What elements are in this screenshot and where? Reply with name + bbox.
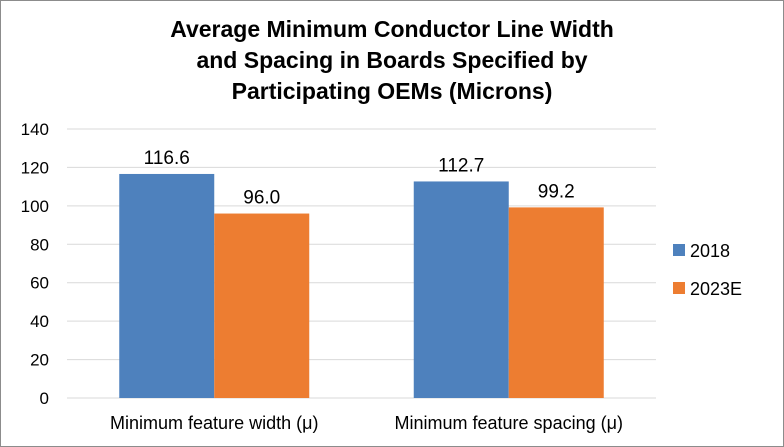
y-tick-label: 140 <box>21 120 49 139</box>
bar-2023E <box>214 213 310 398</box>
y-tick-label: 100 <box>21 197 49 216</box>
y-tick-label: 20 <box>30 351 49 370</box>
y-tick-label: 0 <box>40 389 49 408</box>
legend-swatch <box>673 244 685 256</box>
legend-swatch <box>673 282 685 294</box>
data-label: 112.7 <box>438 155 484 176</box>
chart-title-line-2: and Spacing in Boards Specified by <box>196 47 588 73</box>
y-tick-label: 60 <box>30 274 49 293</box>
bar-2018 <box>413 181 509 398</box>
data-label: 99.2 <box>538 181 575 202</box>
y-tick-label: 80 <box>30 235 49 254</box>
data-label: 96.0 <box>243 188 280 209</box>
chart-title-line-3: Participating OEMs (Microns) <box>231 78 553 104</box>
chart-title-line-1: Average Minimum Conductor Line Width <box>170 16 614 42</box>
x-category-label: Minimum feature spacing (μ) <box>395 413 623 433</box>
bar-2018 <box>119 173 215 398</box>
y-tick-label: 120 <box>21 158 49 177</box>
legend-label: 2023E <box>690 279 742 299</box>
bar-2023E <box>508 207 604 398</box>
legend-label: 2018 <box>690 241 730 261</box>
data-label: 116.6 <box>144 148 190 169</box>
y-tick-label: 40 <box>30 312 49 331</box>
x-category-label: Minimum feature width (μ) <box>110 413 318 433</box>
